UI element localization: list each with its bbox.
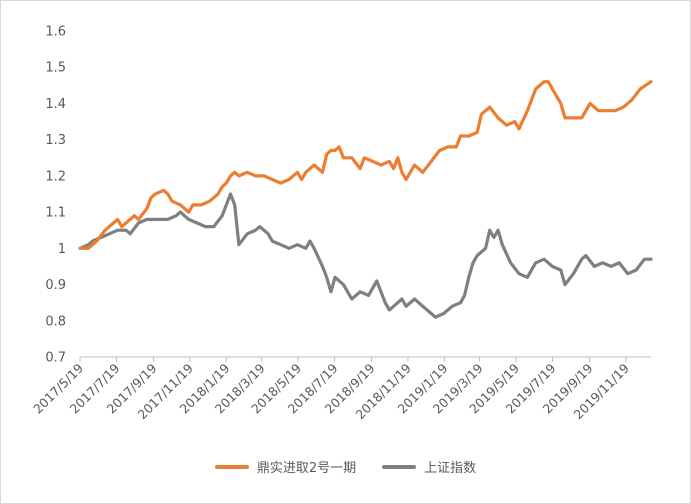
- y-tick-label: 1.1: [45, 206, 66, 221]
- series-line-2: [78, 192, 653, 319]
- legend-label-series-2: 上证指数: [424, 461, 477, 476]
- legend-label-series-1: 鼎实进取2号一期: [256, 461, 357, 476]
- x-axis: 2017/5/192017/7/192017/9/192017/11/19201…: [30, 356, 651, 422]
- legend-swatch-series-2: [382, 464, 417, 469]
- legend-item-series-1: 鼎实进取2号一期: [214, 457, 357, 476]
- y-tick-label: 1.5: [45, 61, 66, 76]
- y-tick-label: 1.2: [45, 169, 66, 184]
- y-tick-label: 0.8: [45, 314, 66, 329]
- legend-swatch-series-1: [214, 464, 249, 469]
- y-tick-label: 0.9: [45, 278, 66, 293]
- y-tick-label: 1: [58, 242, 66, 257]
- y-tick-label: 0.7: [45, 351, 66, 366]
- y-tick-label: 1.3: [45, 133, 66, 148]
- series-line-1: [78, 80, 653, 250]
- y-axis: 0.7 0.8 0.9 1 1.1 1.2 1.3 1.4 1.5 1.6: [45, 25, 66, 366]
- series-layer: [78, 80, 653, 319]
- y-tick-label: 1.6: [45, 25, 66, 40]
- legend-item-series-2: 上证指数: [382, 457, 476, 476]
- legend: 鼎实进取2号一期 上证指数: [1, 457, 690, 476]
- y-tick-label: 1.4: [45, 97, 66, 112]
